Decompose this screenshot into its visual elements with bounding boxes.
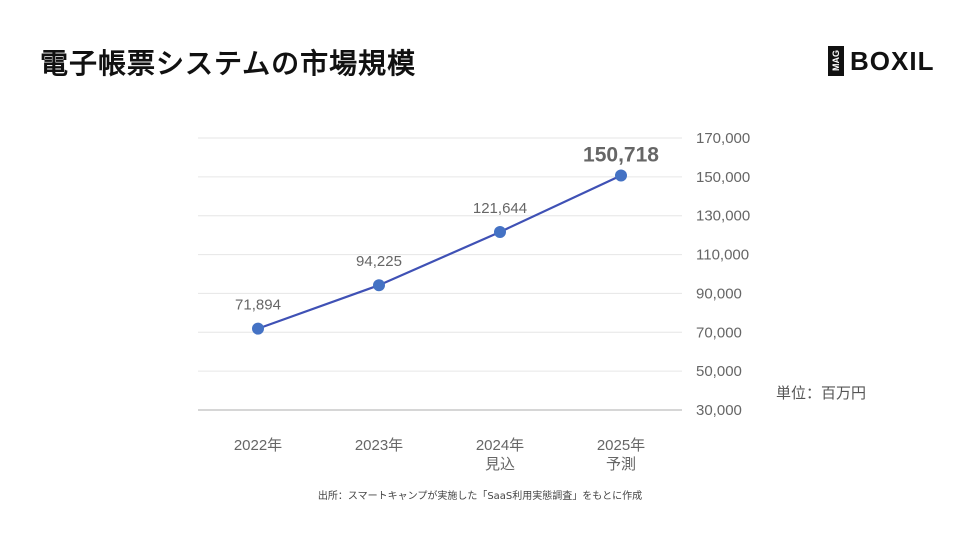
x-tick-label: 2023年 xyxy=(355,437,403,454)
y-tick-label: 50,000 xyxy=(696,363,742,380)
boxil-logo: MAG BOXIL xyxy=(828,46,934,76)
y-tick-label: 170,000 xyxy=(696,130,750,147)
data-label: 71,894 xyxy=(235,297,281,314)
grid-lines xyxy=(198,137,682,411)
data-points xyxy=(252,169,627,335)
data-point xyxy=(252,322,264,335)
y-tick-label: 130,000 xyxy=(696,208,750,225)
unit-label: 単位：百万円 xyxy=(776,384,867,402)
x-tick-note: 見込 xyxy=(485,456,515,473)
data-labels: 71,894 94,225 121,644 150,718 xyxy=(235,143,659,313)
x-tick-note: 予測 xyxy=(606,456,636,473)
x-tick-label: 2025年 xyxy=(597,437,645,454)
y-tick-label: 150,000 xyxy=(696,169,750,186)
y-axis-ticks: 30,000 50,000 70,000 90,000 110,000 130,000 15… xyxy=(696,130,750,419)
data-label: 121,644 xyxy=(473,200,527,217)
data-label: 94,225 xyxy=(356,253,402,270)
y-tick-label: 90,000 xyxy=(696,285,742,302)
y-tick-label: 70,000 xyxy=(696,324,742,341)
y-tick-label: 110,000 xyxy=(696,247,749,264)
data-point xyxy=(615,169,627,182)
data-point xyxy=(373,279,385,292)
data-label-highlight: 150,718 xyxy=(583,143,659,166)
y-tick-label: 30,000 xyxy=(696,402,742,419)
source-note: 出所：スマートキャンプが実施した「SaaS利用実態調査」をもとに作成 xyxy=(317,491,643,502)
series-line xyxy=(257,174,622,330)
x-tick-label: 2022年 xyxy=(234,437,282,454)
page-title: 電子帳票システムの市場規模 xyxy=(40,47,417,80)
data-point xyxy=(494,225,506,238)
logo-text: BOXIL xyxy=(850,45,935,76)
x-tick-label: 2024年 xyxy=(476,437,524,454)
